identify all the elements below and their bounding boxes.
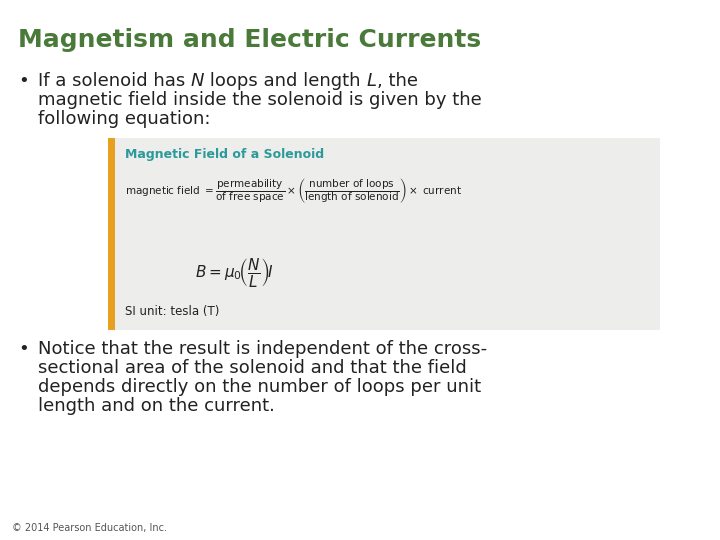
Text: Notice that the result is independent of the cross-: Notice that the result is independent of… xyxy=(38,340,487,358)
Text: loops and length: loops and length xyxy=(204,72,366,90)
Text: following equation:: following equation: xyxy=(38,110,210,128)
Text: SI unit: tesla (T): SI unit: tesla (T) xyxy=(125,305,220,318)
Text: Magnetic Field of a Solenoid: Magnetic Field of a Solenoid xyxy=(125,148,324,161)
Bar xyxy=(108,138,660,330)
Text: •: • xyxy=(18,72,29,90)
Text: magnetic field $= \dfrac{\mathrm{permeability}}{\mathrm{of\ free\ space}} \times: magnetic field $= \dfrac{\mathrm{permeab… xyxy=(125,176,462,205)
Text: L: L xyxy=(366,72,377,90)
Text: © 2014 Pearson Education, Inc.: © 2014 Pearson Education, Inc. xyxy=(12,523,167,533)
Text: If a solenoid has: If a solenoid has xyxy=(38,72,191,90)
Text: N: N xyxy=(191,72,204,90)
Text: Magnetism and Electric Currents: Magnetism and Electric Currents xyxy=(18,28,481,52)
Bar xyxy=(108,138,115,330)
Text: •: • xyxy=(18,340,29,358)
Text: magnetic field inside the solenoid is given by the: magnetic field inside the solenoid is gi… xyxy=(38,91,482,109)
Text: depends directly on the number of loops per unit: depends directly on the number of loops … xyxy=(38,378,481,396)
Text: sectional area of the solenoid and that the field: sectional area of the solenoid and that … xyxy=(38,359,467,377)
Text: $B = \mu_0\!\left(\dfrac{N}{L}\right)\!I$: $B = \mu_0\!\left(\dfrac{N}{L}\right)\!I… xyxy=(195,256,274,289)
Text: length and on the current.: length and on the current. xyxy=(38,397,275,415)
Text: , the: , the xyxy=(377,72,418,90)
